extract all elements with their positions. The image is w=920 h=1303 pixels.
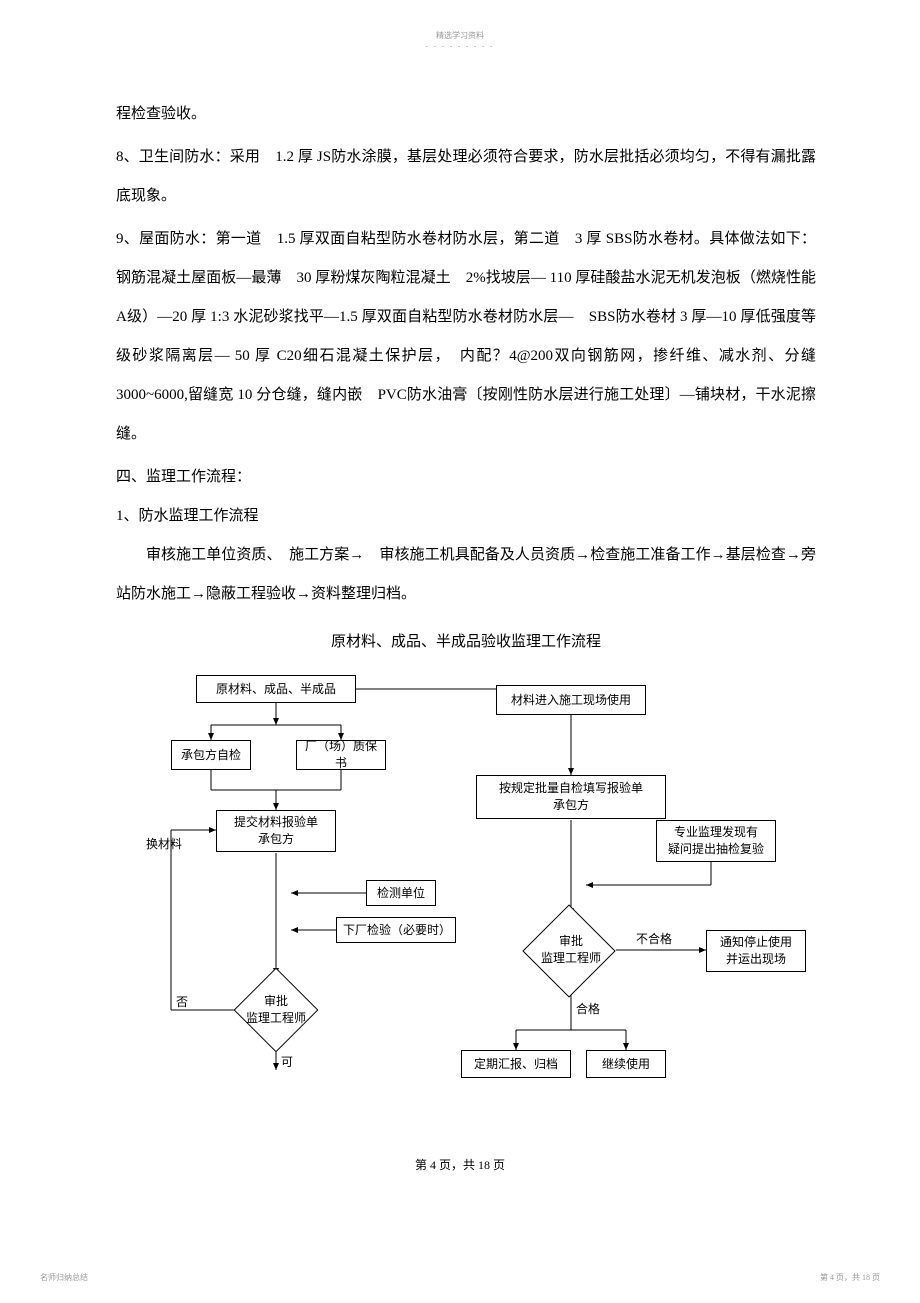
flow-node-submit: 提交材料报验单 承包方 [216,810,336,852]
flow-node-continue: 继续使用 [586,1050,666,1078]
footer-left-text: 名师归纳总结 [40,1272,88,1283]
flow-diamond-right [522,904,615,997]
flowchart-arrows [116,675,816,1095]
page-number-center: 第 4 页，共 18 页 [415,1156,505,1173]
paragraph-1: 程检查验收。 [116,95,816,134]
flow-node-factory-check: 下厂检验（必要时） [336,917,456,943]
flow-node-enter-site: 材料进入施工现场使用 [496,685,646,715]
flow-node-batch-check: 按规定批量自检填写报验单 承包方 [476,775,666,819]
flow-node-archive: 定期汇报、归档 [461,1050,571,1078]
paragraph-2: 8、卫生间防水：采用 1.2 厚 JS防水涂膜，基层处理必须符合要求，防水层批括… [116,138,816,216]
paragraph-6: 审核施工单位资质、 施工方案→ 审核施工机具配备及人员资质→检查施工准备工作→基… [116,536,816,614]
section-title-4: 四、监理工作流程： [116,458,816,497]
flow-node-test-unit: 检测单位 [366,880,436,906]
flow-diamond-left [234,968,319,1053]
flow-node-materials: 原材料、成品、半成品 [196,675,356,703]
flow-label-no: 否 [176,993,188,1010]
flow-node-supervisor-doubt: 专业监理发现有 疑问提出抽检复验 [656,820,776,862]
flowchart-title: 原材料、成品、半成品验收监理工作流程 [116,630,816,651]
header-tiny-text: 精选学习资料 [436,30,484,41]
flow-label-yes: 可 [281,1053,293,1070]
flow-node-factory-cert: 厂（场）质保书 [296,740,386,770]
flow-label-change: 换材料 [146,835,182,852]
section-title-5: 1、防水监理工作流程 [116,497,816,536]
flow-label-fail: 不合格 [636,930,672,947]
flowchart-container: 原材料、成品、半成品 承包方自检 厂（场）质保书 提交材料报验单 承包方 检测单… [116,675,816,1095]
header-dashes: - - - - - - - - - [426,42,495,50]
document-content: 程检查验收。 8、卫生间防水：采用 1.2 厚 JS防水涂膜，基层处理必须符合要… [116,95,816,1095]
footer-right-text: 第 4 页，共 18 页 [820,1272,880,1283]
paragraph-3: 9、屋面防水：第一道 1.5 厚双面自粘型防水卷材防水层，第二道 3 厚 SBS… [116,220,816,454]
flow-node-stop-use: 通知停止使用 并运出现场 [706,930,806,972]
flow-node-selfcheck: 承包方自检 [171,740,251,770]
flow-label-pass: 合格 [576,1000,600,1017]
